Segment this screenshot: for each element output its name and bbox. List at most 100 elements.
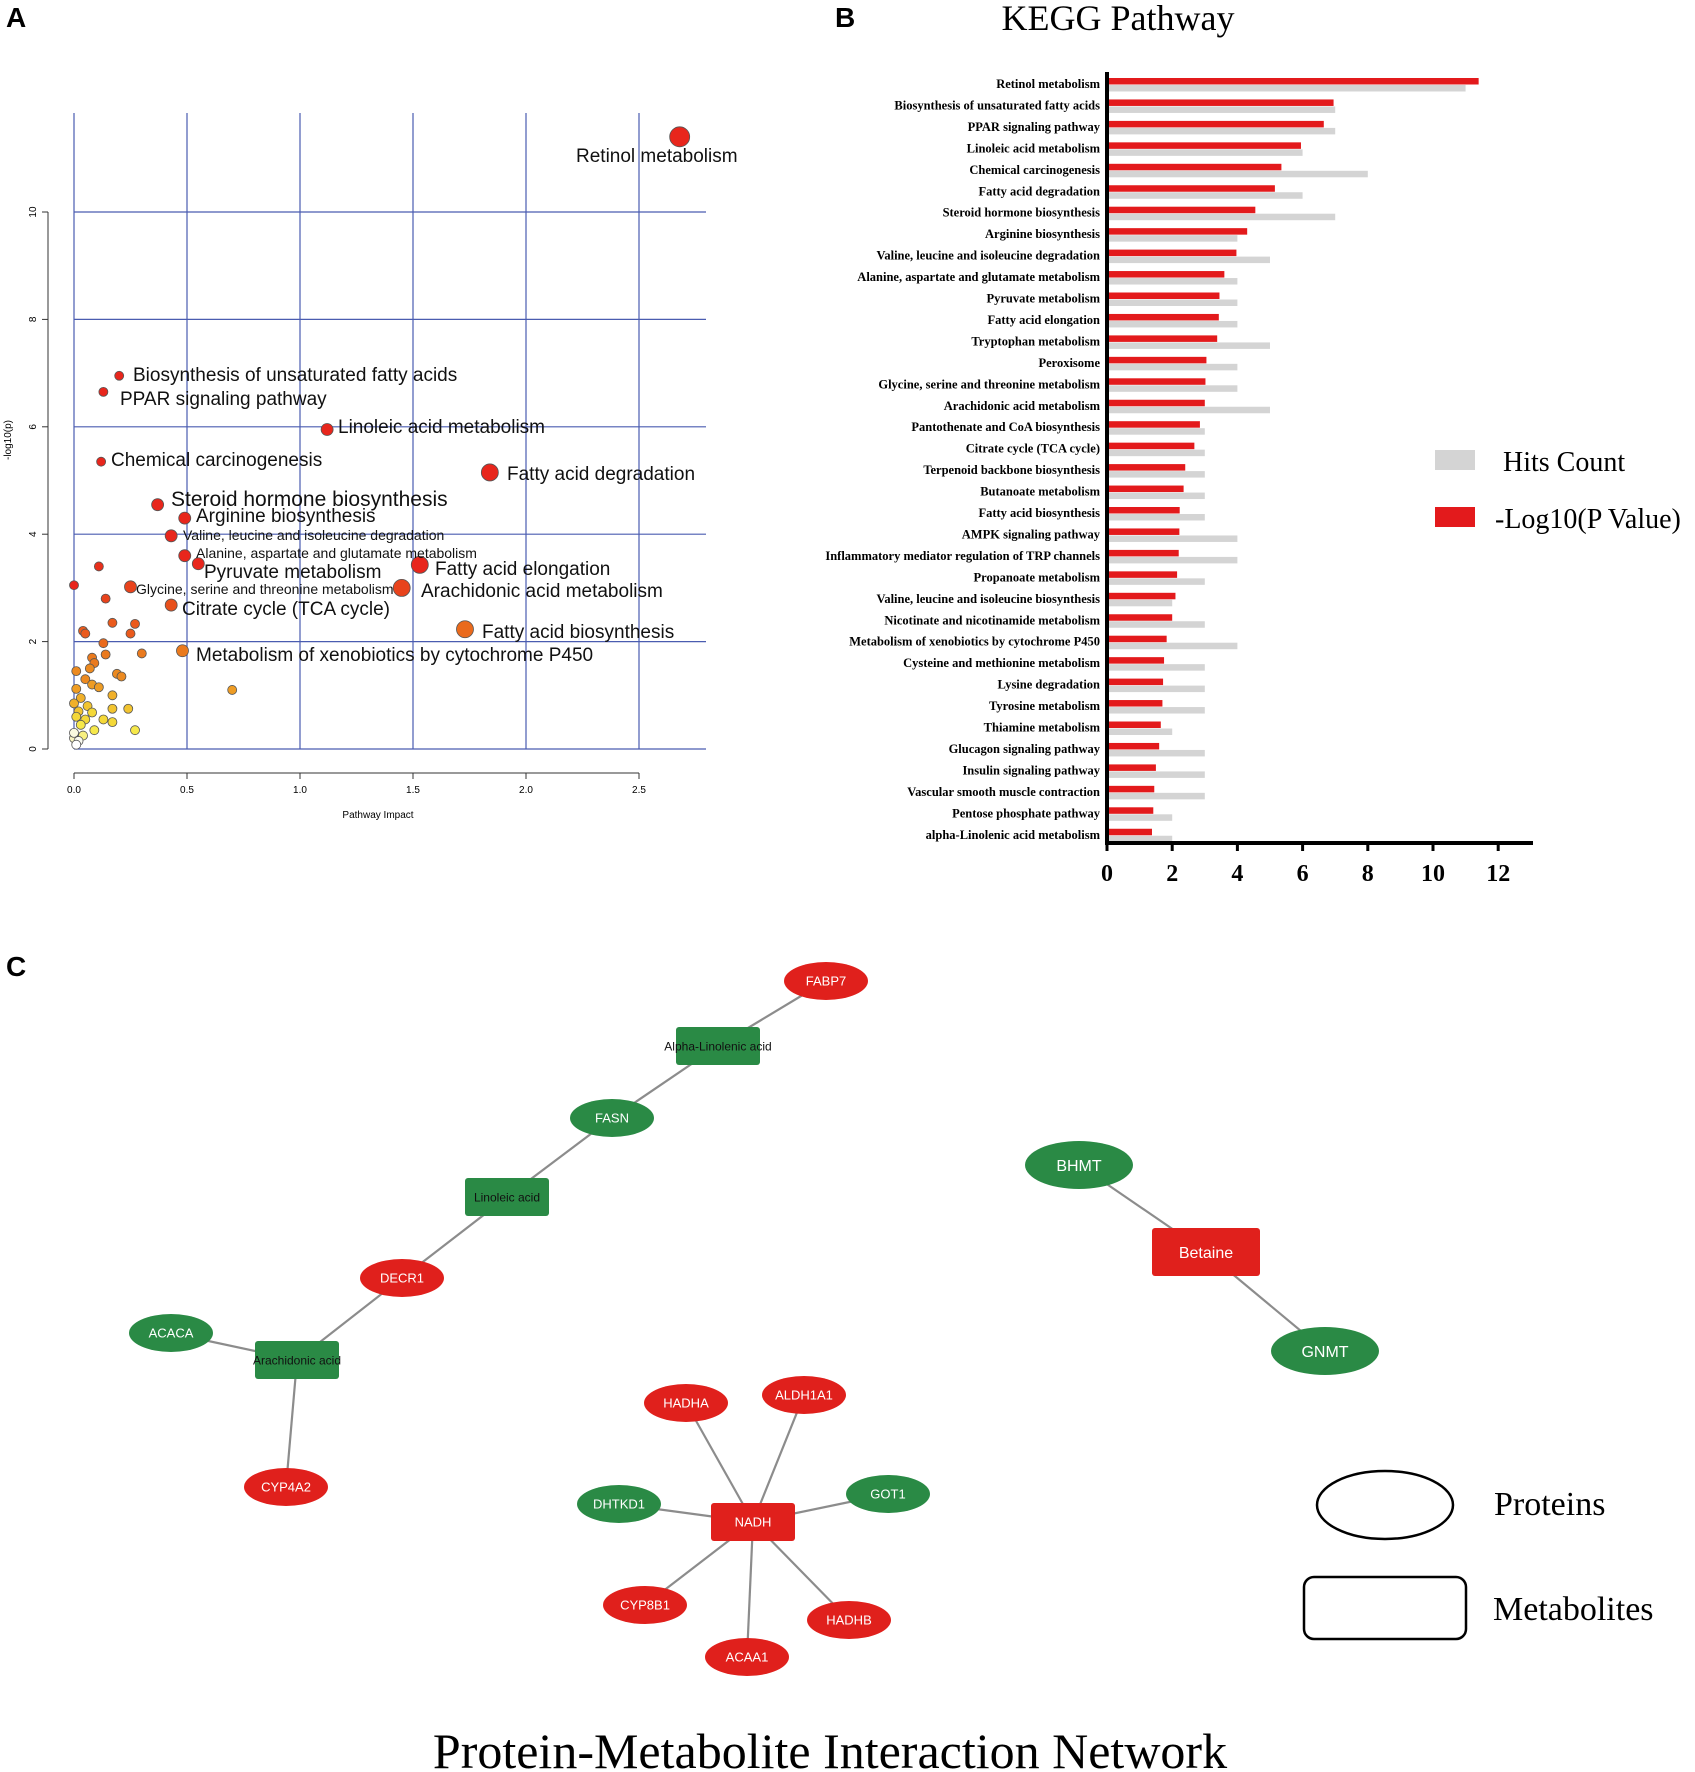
bar-pvalue	[1107, 742, 1160, 750]
bar-x-tick-label: 6	[1297, 861, 1309, 887]
scatter-point	[456, 620, 474, 639]
node-label: Alpha-Linolenic acid	[664, 1039, 771, 1053]
scatter-y-tick-label: 4	[28, 531, 39, 537]
node-bhmt: BHMT	[1025, 1141, 1133, 1189]
bar-hits-count	[1107, 363, 1238, 371]
bar-axes: 0 2 4 6 8 10 12	[1101, 72, 1533, 887]
scatter-x-tick-label: 1.0	[293, 785, 307, 796]
node-label: Betaine	[1179, 1245, 1233, 1262]
scatter-point-label: Fatty acid degradation	[507, 464, 695, 485]
bar-category-label: Terpenoid backbone biosynthesis	[923, 463, 1100, 477]
bar-pvalue	[1107, 507, 1180, 514]
scatter-point-label: Arachidonic acid metabolism	[421, 581, 663, 602]
scatter-point	[75, 693, 86, 703]
legend-pvalue: -Log10(P Value)	[1495, 504, 1681, 535]
scatter-point	[227, 685, 238, 695]
bar-hits-count	[1107, 492, 1205, 500]
scatter-point-label: Retinol metabolism	[576, 146, 738, 167]
scatter-point	[410, 555, 429, 574]
bar-hits-count	[1107, 342, 1270, 349]
bar-category-label: Alanine, aspartate and glutamate metabol…	[857, 270, 1100, 284]
bar-pvalue	[1107, 678, 1164, 686]
bar-x-tick-label: 2	[1166, 861, 1178, 887]
bar-hits-count	[1107, 192, 1303, 199]
scatter-point-label: Valine, leucine and isoleucine degradati…	[183, 527, 444, 543]
node-nadh: NADH	[711, 1503, 795, 1541]
scatter-point-label: Steroid hormone biosynthesis	[171, 488, 448, 511]
scatter-point	[96, 456, 107, 467]
bar-hits-count	[1107, 471, 1205, 478]
scatter-point	[480, 463, 499, 482]
scatter-point	[107, 703, 118, 714]
node-label: BHMT	[1056, 1158, 1102, 1175]
bar-pvalue	[1107, 206, 1256, 214]
scatter-x-tick-label: 2.5	[632, 785, 646, 796]
scatter-point	[392, 579, 411, 597]
bar-pvalue	[1107, 142, 1301, 149]
bar-category-label: Steroid hormone biosynthesis	[943, 206, 1101, 220]
bar-pvalue	[1107, 528, 1180, 535]
scatter-point-label: Alanine, aspartate and glutamate metabol…	[196, 545, 477, 561]
node-dhtkd1: DHTKD1	[577, 1485, 661, 1523]
bar-pvalue	[1107, 399, 1205, 407]
bar-pvalue	[1107, 828, 1152, 836]
bar-pvalue	[1107, 442, 1195, 450]
node-linoleic-acid: Linoleic acid	[465, 1178, 549, 1216]
bar-hits-count	[1107, 685, 1205, 693]
bar-pvalue	[1107, 614, 1173, 621]
scatter-point	[669, 126, 691, 148]
network-edge	[284, 1359, 299, 1488]
node-label: GNMT	[1301, 1344, 1348, 1361]
bar-hits-count	[1107, 621, 1205, 628]
scatter-point	[69, 727, 79, 738]
bar-hits-count	[1107, 149, 1303, 156]
scatter-point	[123, 703, 134, 714]
bar-category-label: Pantothenate and CoA biosynthesis	[911, 420, 1100, 434]
bar-pvalue	[1107, 228, 1248, 235]
legend-hits-count: Hits Count	[1503, 447, 1625, 478]
network-title: Protein-Metabolite Interaction Network	[433, 1723, 1227, 1772]
node-label: HADHB	[826, 1613, 872, 1628]
scatter-y-tick-label: 10	[28, 206, 39, 218]
node-label: ACAA1	[726, 1650, 769, 1665]
node-label: NADH	[735, 1515, 772, 1530]
node-label: HADHA	[663, 1396, 709, 1411]
scatter-point	[164, 529, 178, 543]
scatter-point	[176, 644, 189, 658]
bar-category-label: Retinol metabolism	[996, 77, 1100, 91]
protein-node-shape	[784, 962, 868, 1000]
bar-hits-count	[1107, 256, 1270, 264]
bar-hits-count	[1107, 535, 1238, 542]
scatter-x-tick-label: 0.5	[180, 785, 194, 796]
node-label: ALDH1A1	[775, 1388, 833, 1403]
bar-hits-count	[1107, 127, 1336, 135]
pathway-impact-scatter: 0.0 0.5 1.0 1.5 2.0 2.5 0 2 4 6 8 10 Retinol metabo…	[3, 113, 738, 821]
scatter-point	[125, 628, 136, 639]
bar-pvalue	[1107, 356, 1207, 364]
bar-pvalue	[1107, 592, 1176, 600]
scatter-grid	[73, 113, 706, 750]
bar-chart-title: KEGG Pathway	[1002, 0, 1235, 38]
protein-node-shape	[570, 1099, 654, 1137]
scatter-point	[93, 682, 104, 693]
scatter-point-label: Metabolism of xenobiotics by cytochrome …	[196, 645, 593, 666]
bar-hits-count	[1107, 556, 1238, 564]
bar-category-label: Pyruvate metabolism	[986, 292, 1100, 306]
scatter-point	[130, 725, 140, 736]
bar-category-label: Arginine biosynthesis	[985, 227, 1100, 241]
bar-pvalue	[1107, 571, 1178, 578]
bar-category-label: PPAR signaling pathway	[968, 120, 1101, 134]
bar-pvalue	[1107, 292, 1220, 299]
protein-node-shape	[577, 1485, 661, 1523]
bar-pvalue	[1107, 721, 1161, 728]
node-label: Linoleic acid	[474, 1190, 540, 1204]
scatter-point	[89, 725, 100, 736]
bar-category-label: Insulin signaling pathway	[962, 763, 1100, 777]
scatter-point	[98, 638, 109, 649]
scatter-point	[107, 717, 118, 728]
scatter-point	[191, 557, 205, 571]
bar-hits-count	[1107, 278, 1238, 285]
node-aldh1a1: ALDH1A1	[762, 1376, 846, 1414]
bar-pvalue	[1107, 764, 1156, 771]
